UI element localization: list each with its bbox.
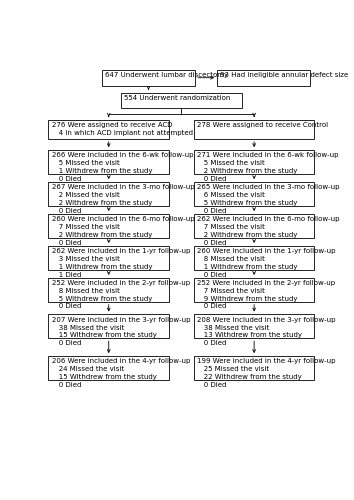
FancyBboxPatch shape bbox=[194, 314, 314, 338]
Text: 267 Were included in the 3-mo follow-up
   2 Missed the visit
   2 Withdrew from: 267 Were included in the 3-mo follow-up … bbox=[52, 184, 194, 214]
Text: 206 Were included in the 4-yr follow-up
   24 Missed the visit
   15 Withdrew fr: 206 Were included in the 4-yr follow-up … bbox=[52, 358, 190, 388]
FancyBboxPatch shape bbox=[194, 120, 314, 139]
Text: 252 Were included in the 2-yr follow-up
   7 Missed the visit
   9 Withdrew from: 252 Were included in the 2-yr follow-up … bbox=[197, 280, 335, 310]
Text: 208 Were included in the 3-yr follow-up
   38 Missed the visit
   13 Withdrew fr: 208 Were included in the 3-yr follow-up … bbox=[197, 317, 336, 346]
FancyBboxPatch shape bbox=[48, 314, 169, 338]
Text: 278 Were assigned to receive Control: 278 Were assigned to receive Control bbox=[197, 122, 328, 128]
Text: 276 Were assigned to receive ACD
   4 In which ACD implant not attempted: 276 Were assigned to receive ACD 4 In wh… bbox=[52, 122, 193, 136]
Text: 265 Were included in the 3-mo follow-up
   6 Missed the visit
   5 Withdrew from: 265 Were included in the 3-mo follow-up … bbox=[197, 184, 339, 214]
FancyBboxPatch shape bbox=[194, 246, 314, 270]
Text: 271 Were included in the 6-wk follow-up
   5 Missed the visit
   2 Withdrew from: 271 Were included in the 6-wk follow-up … bbox=[197, 152, 338, 182]
Text: 262 Were included in the 6-mo follow-up
   7 Missed the visit
   2 Withdrew from: 262 Were included in the 6-mo follow-up … bbox=[197, 216, 339, 246]
Text: 207 Were included in the 3-yr follow-up
   38 Missed the visit
   15 Withdrew fr: 207 Were included in the 3-yr follow-up … bbox=[52, 317, 190, 346]
Text: 262 Were included in the 1-yr follow-up
   3 Missed the visit
   1 Withdrew from: 262 Were included in the 1-yr follow-up … bbox=[52, 248, 190, 278]
Text: 260 Were included in the 1-yr follow-up
   8 Missed the visit
   1 Withdrew from: 260 Were included in the 1-yr follow-up … bbox=[197, 248, 336, 278]
Text: 266 Were included in the 6-wk follow-up
   5 Missed the visit
   1 Withdrew from: 266 Were included in the 6-wk follow-up … bbox=[52, 152, 193, 182]
FancyBboxPatch shape bbox=[194, 182, 314, 206]
FancyBboxPatch shape bbox=[48, 278, 169, 302]
FancyBboxPatch shape bbox=[48, 182, 169, 206]
FancyBboxPatch shape bbox=[194, 214, 314, 238]
FancyBboxPatch shape bbox=[48, 246, 169, 270]
FancyBboxPatch shape bbox=[48, 120, 169, 139]
FancyBboxPatch shape bbox=[194, 278, 314, 302]
Text: 93 Had ineligible annular defect size: 93 Had ineligible annular defect size bbox=[221, 72, 349, 78]
FancyBboxPatch shape bbox=[48, 214, 169, 238]
Text: 260 Were included in the 6-mo follow-up
   7 Missed the visit
   2 Withdrew from: 260 Were included in the 6-mo follow-up … bbox=[52, 216, 194, 246]
Text: 554 Underwent randomization: 554 Underwent randomization bbox=[124, 95, 231, 101]
FancyBboxPatch shape bbox=[102, 70, 195, 86]
FancyBboxPatch shape bbox=[48, 150, 169, 174]
Text: 647 Underwent lumbar discectomy: 647 Underwent lumbar discectomy bbox=[105, 72, 228, 78]
FancyBboxPatch shape bbox=[194, 150, 314, 174]
FancyBboxPatch shape bbox=[194, 356, 314, 380]
Text: 199 Were included in the 4-yr follow-up
   25 Missed the visit
   22 Withdrew fr: 199 Were included in the 4-yr follow-up … bbox=[197, 358, 336, 388]
FancyBboxPatch shape bbox=[217, 70, 310, 86]
FancyBboxPatch shape bbox=[48, 356, 169, 380]
FancyBboxPatch shape bbox=[121, 92, 242, 108]
Text: 252 Were included in the 2-yr follow-up
   8 Missed the visit
   5 Withdrew from: 252 Were included in the 2-yr follow-up … bbox=[52, 280, 190, 310]
